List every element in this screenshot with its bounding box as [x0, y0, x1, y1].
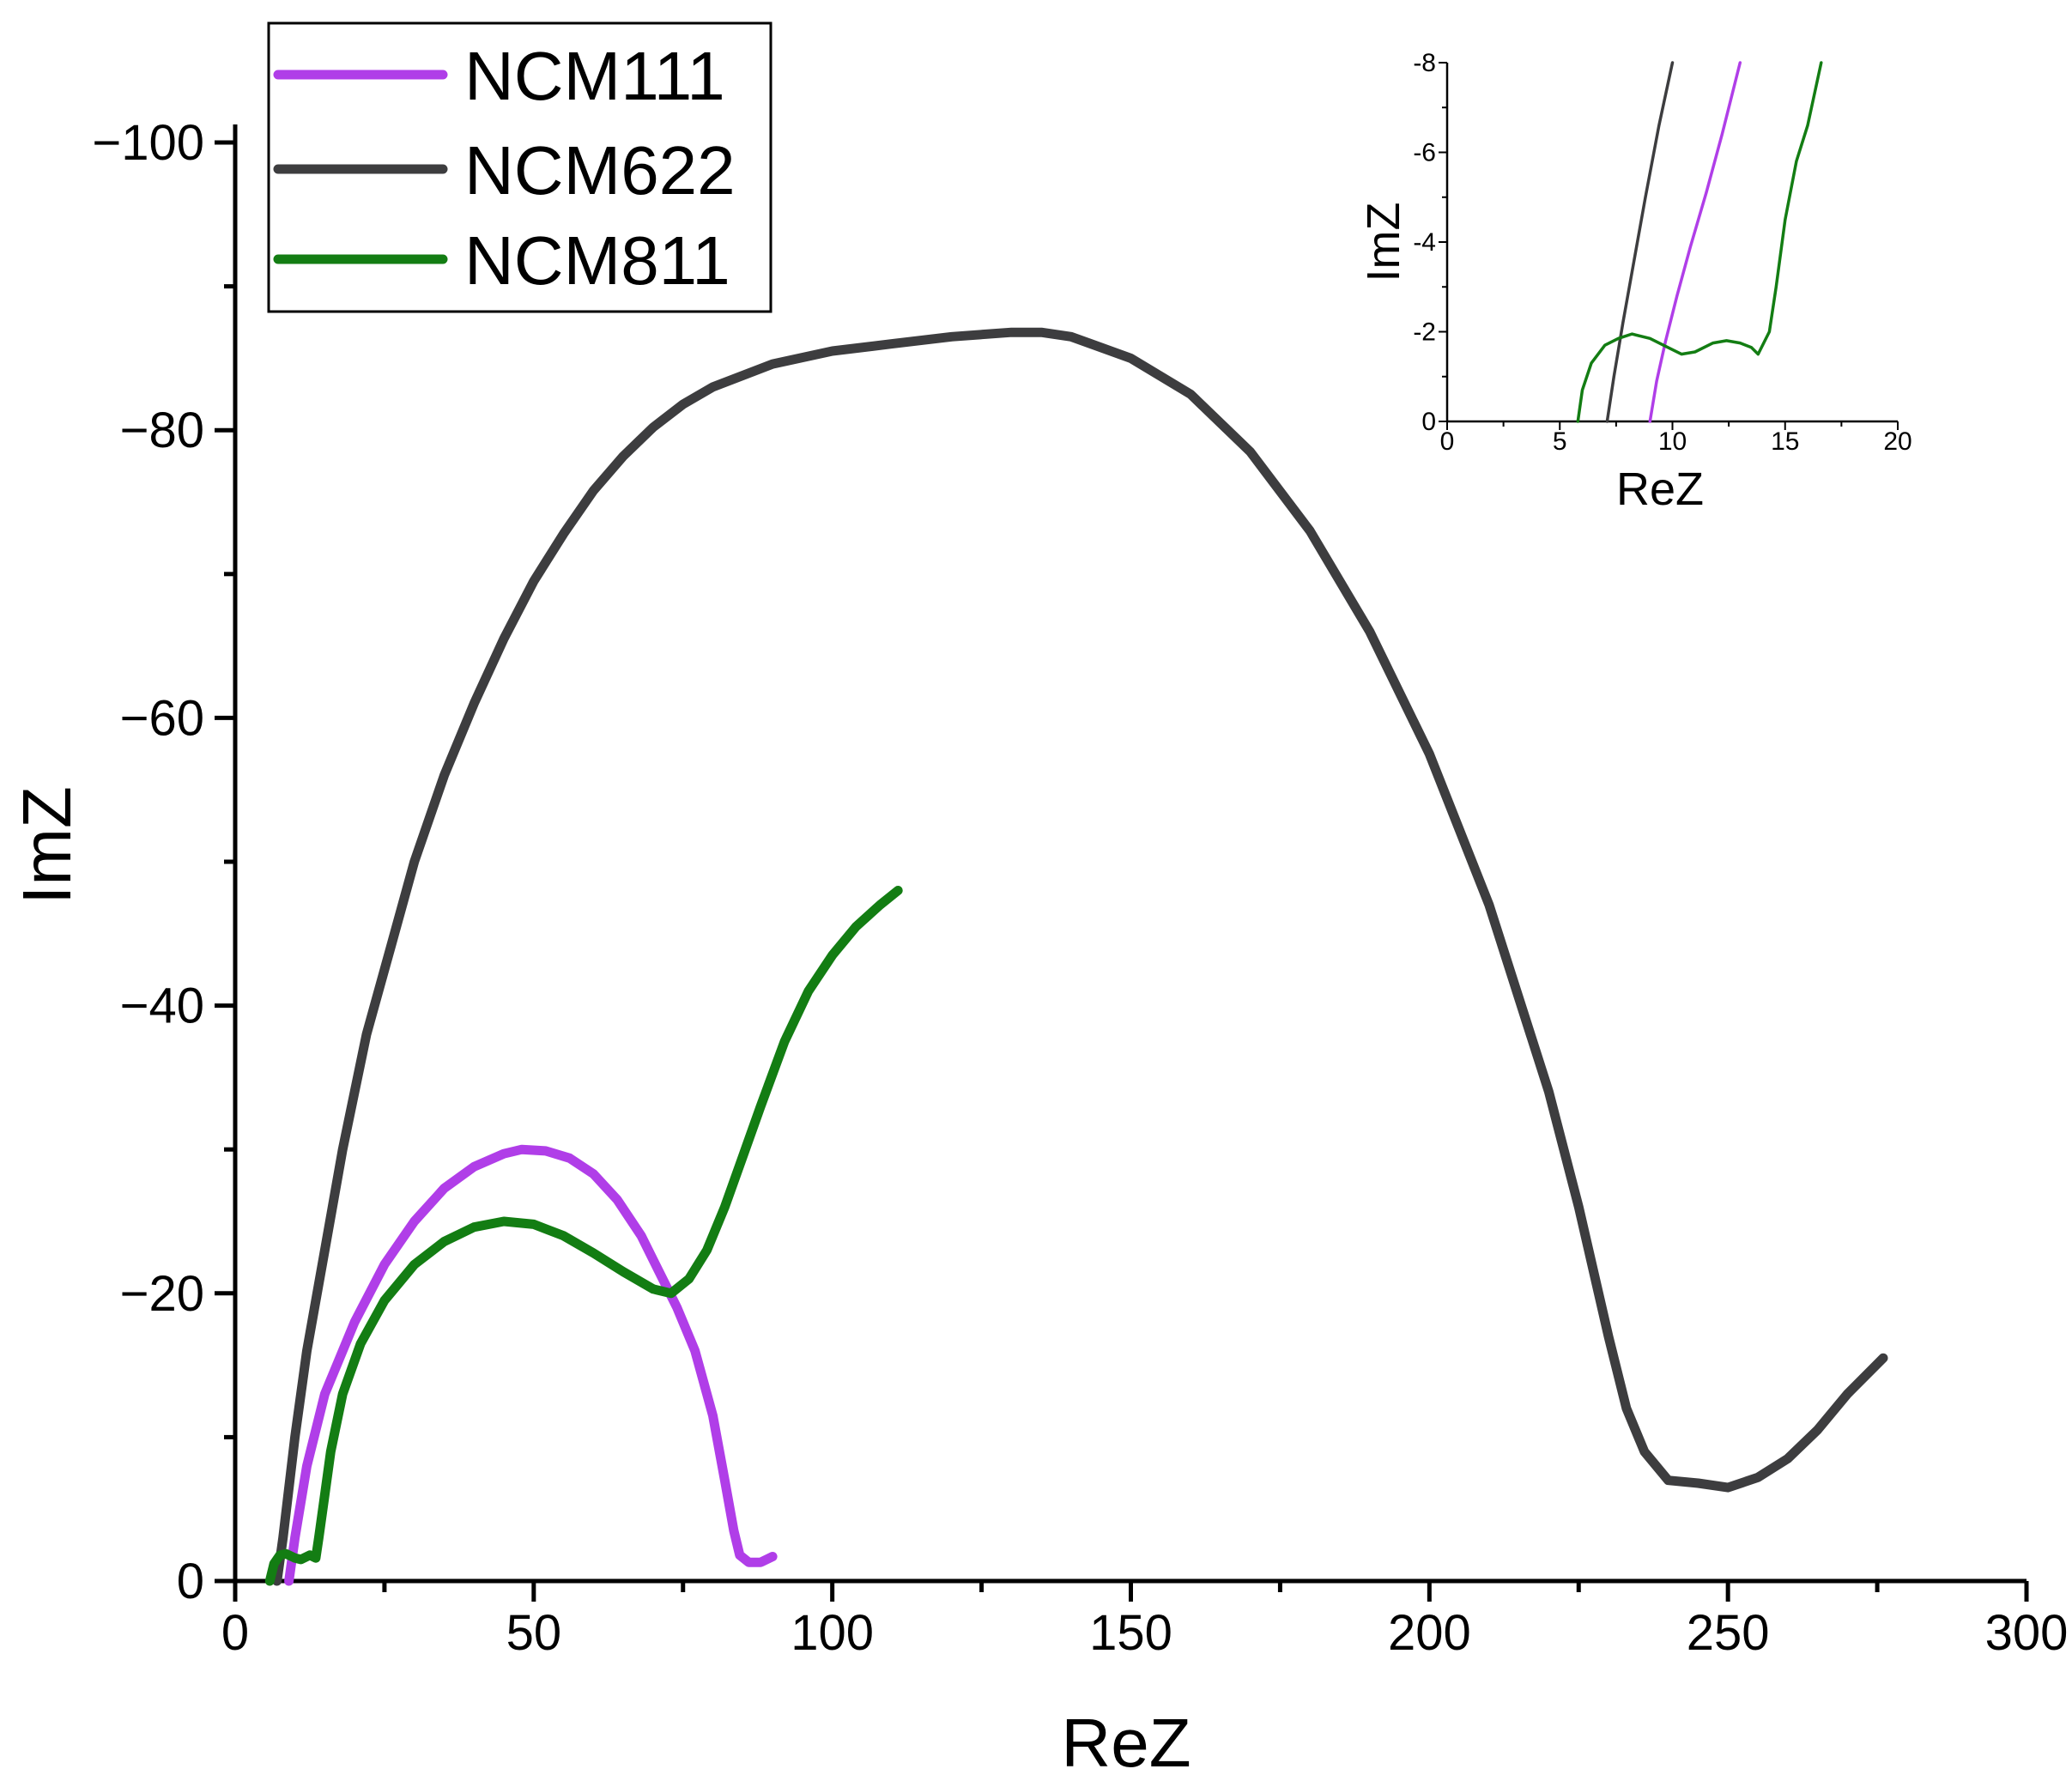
y-tick-label: −80 [120, 403, 204, 458]
legend-label-ncm622: NCM622 [464, 132, 736, 209]
x-tick-label: 300 [1985, 1605, 2069, 1661]
series-line-ncm622 [272, 327, 1888, 1586]
main-x-ticks: 0 50 100 150 200 250 300 [221, 1581, 2069, 1661]
series-line-ncm622 [1605, 61, 1675, 423]
x-tick-label: 250 [1687, 1605, 1770, 1661]
x-tick-label: 0 [221, 1605, 249, 1661]
main-y-axis-title: ImZ [9, 786, 85, 905]
inset-x-axis-title: ReZ [1616, 463, 1704, 515]
y-tick-label: −100 [92, 115, 204, 171]
y-tick-label: -8 [1413, 49, 1436, 77]
series-line-ncm111 [1648, 61, 1742, 423]
inset-y-axis-title: ImZ [1358, 203, 1409, 282]
y-tick-label: 0 [177, 1554, 204, 1609]
inset-series [1576, 61, 1823, 423]
y-tick-label: −60 [120, 690, 204, 746]
main-y-ticks: 0 −20 −40 −60 −80 −100 [92, 115, 235, 1609]
y-tick-label: -4 [1413, 228, 1436, 257]
x-tick-label: 150 [1089, 1605, 1172, 1661]
inset-x-ticks: 0 5 10 15 20 [1440, 421, 1912, 456]
x-tick-label: 10 [1658, 427, 1687, 456]
main-x-axis-title: ReZ [1061, 1705, 1190, 1775]
legend: NCM111 NCM622 NCM811 [267, 21, 772, 313]
x-tick-label: 50 [506, 1605, 562, 1661]
series-line-ncm811 [1576, 61, 1823, 423]
y-tick-label: -2 [1413, 318, 1436, 347]
x-tick-label: 0 [1440, 427, 1455, 456]
series-line-ncm811 [264, 886, 903, 1586]
legend-label-ncm811: NCM811 [464, 222, 730, 299]
series-line-ncm111 [284, 1144, 778, 1586]
main-plot: 0 50 100 150 200 250 300 0−20−40−60−80−100 ReZ… [9, 115, 2068, 1775]
main-series [264, 327, 1888, 1586]
x-tick-label: 15 [1771, 427, 1799, 456]
x-tick-label: 20 [1883, 427, 1911, 456]
x-tick-label: 5 [1553, 427, 1567, 456]
y-tick-label: −40 [120, 978, 204, 1034]
y-tick-label: -6 [1413, 139, 1436, 167]
inset-plot: 0 5 10 15 20 0 -2 -4 -6 -8 ReZ ImZ [1358, 49, 1912, 515]
x-tick-label: 100 [791, 1605, 874, 1661]
y-tick-label: −20 [120, 1266, 204, 1322]
legend-label-ncm111: NCM111 [464, 38, 725, 114]
y-tick-label: 0 [1421, 408, 1436, 436]
x-tick-label: 200 [1388, 1605, 1471, 1661]
inset-y-ticks: 0 -2 -4 -6 -8 [1413, 49, 1447, 436]
